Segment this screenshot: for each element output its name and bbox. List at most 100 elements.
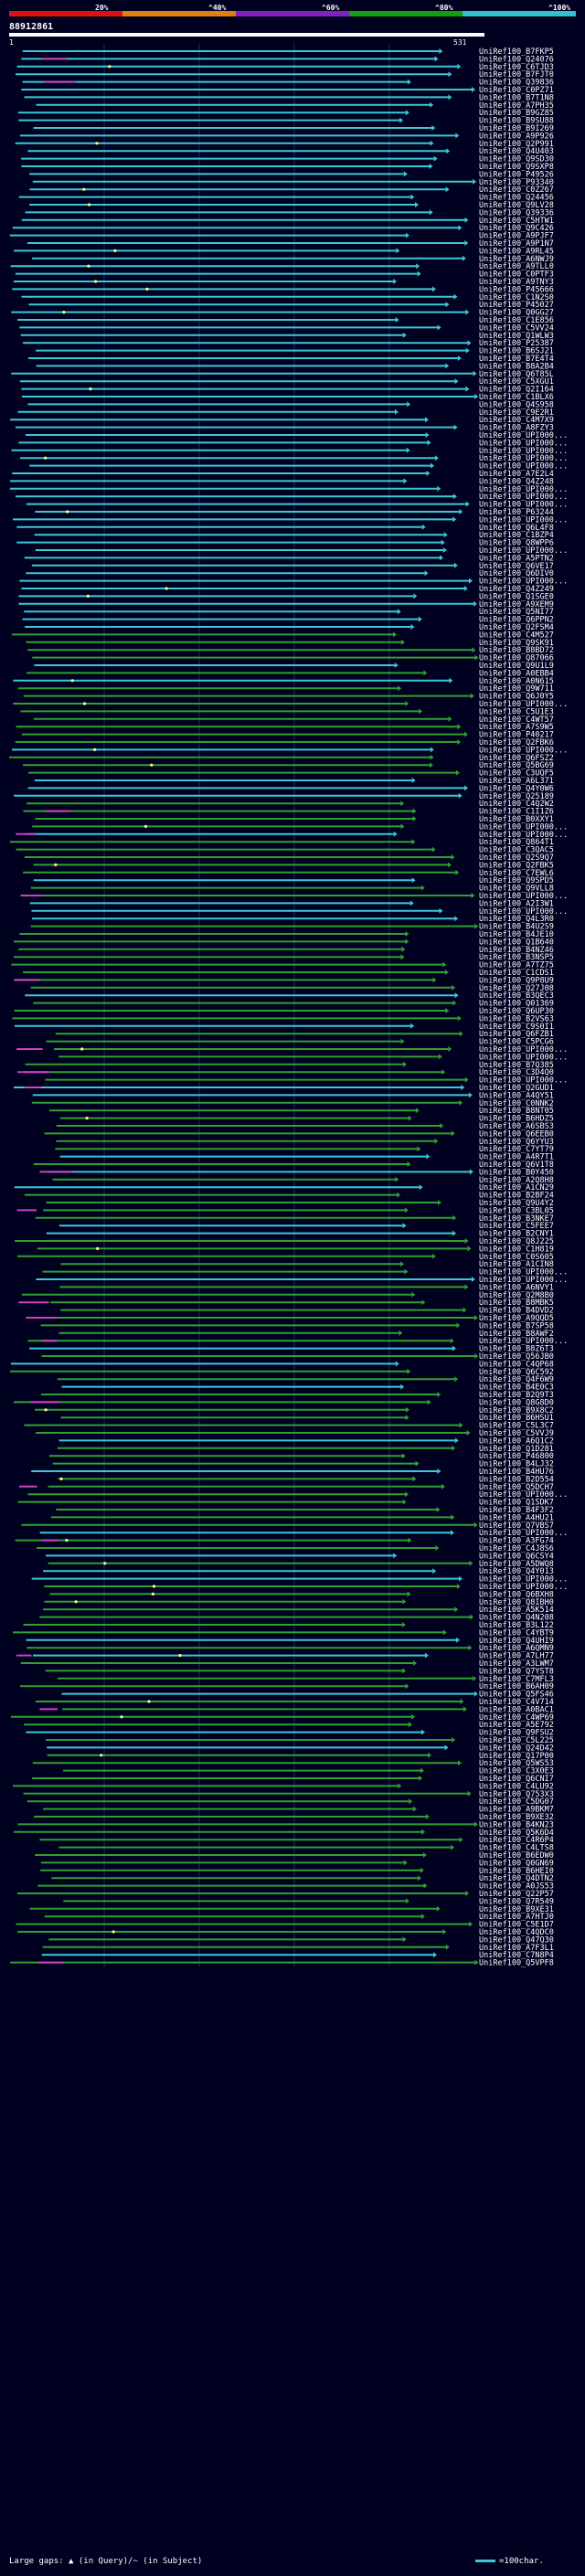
hit-arrow [454,916,459,922]
hit-label: UniRef100_A7HTJ0 [479,1913,554,1922]
hit-arrow [457,63,462,69]
hit-arrow [458,1575,463,1582]
hit-label: UniRef100_C0S605 [479,1253,554,1262]
hit-arrow [448,1046,452,1052]
hit-arrow [407,79,411,85]
hit-label: UniRef100_UPI000... [479,501,568,510]
hit-label: UniRef100_A9TLL0 [479,262,554,271]
hit-label: UniRef100_C3QAC5 [479,846,554,855]
hit-label: UniRef100_Q9U1L9 [479,662,554,671]
hit-label: UniRef100_Q4S958 [479,400,554,409]
hit-label: UniRef100_Q9SD30 [479,155,554,164]
hit-label: UniRef100_B6SJ21 [479,347,554,356]
hit-label: UniRef100_UPI000... [479,1575,568,1585]
hit-label: UniRef100_B7T1N8 [479,93,554,102]
hit-arrow [452,1000,457,1006]
hit-arrow [400,1038,405,1044]
hit-arrow [473,1315,478,1320]
hit-arrow [431,1253,436,1259]
hit-arrow [407,1368,411,1374]
hit-arrow [441,1069,446,1076]
gap-dot [82,187,86,191]
hit-arrow [427,1399,431,1405]
hit-label: UniRef100_UPI000... [479,1490,568,1500]
gap-dot [44,1408,48,1412]
hit-arrow [404,1268,409,1275]
hit-arrow [411,839,416,845]
hit-label: UniRef100_UPI000... [479,546,568,556]
hit-label: UniRef100_UPI000... [479,578,568,587]
hit-label: UniRef100_P46800 [479,1452,554,1461]
hit-label: UniRef100_B6EDW0 [479,1851,554,1860]
hit-label: UniRef100_C1CDS1 [479,969,554,978]
hit-label: UniRef100_UPI000... [479,822,568,832]
gap-dot [93,747,97,752]
hit-label: UniRef100_Q864T1 [479,838,554,847]
hit-arrow [452,1214,457,1221]
gap-dot [103,1562,107,1565]
hit-label: UniRef100_A5K514 [479,1606,554,1615]
hit-label: UniRef100_C5XGU1 [479,377,554,387]
hit-arrow [455,769,460,776]
hit-arrow [395,1176,399,1182]
scale-label: ^60% [322,4,340,12]
hit-arrow [418,616,422,622]
hit-arrow [440,555,444,561]
hit-arrow [419,1184,423,1191]
hit-label: UniRef100_Q9SK91 [479,639,554,648]
hit-label: UniRef100_Q1SGE0 [479,592,554,601]
hit-label: UniRef100_C4WT57 [479,716,554,725]
hit-label: UniRef100_A9RL45 [479,247,554,256]
hit-arrow [405,1491,410,1498]
hit-label: UniRef100_Q1D281 [479,1445,554,1454]
hit-arrow [474,394,479,399]
hit-arrow [432,977,437,983]
hit-arrow [430,754,434,760]
hit-label: UniRef100_B6HEI0 [479,1867,554,1876]
hit-label: UniRef100_Q6CNI7 [479,1775,554,1784]
hit-label: UniRef100_B3L122 [479,1621,554,1630]
hit-label: UniRef100_P25387 [479,339,554,348]
hit-label: UniRef100_P45666 [479,285,554,294]
hit-label: UniRef100_C3X0E3 [479,1767,554,1776]
hit-arrow [430,747,434,753]
hit-label: UniRef100_C7EWL6 [479,869,554,878]
hit-label: UniRef100_UPI000... [479,431,568,440]
gap-dot [152,1585,156,1588]
hit-label: UniRef100_B4LJ32 [479,1460,554,1469]
hit-arrow [410,194,415,200]
hit-arrow [452,1345,456,1352]
hit-arrow [463,1706,467,1712]
hit-arrow [473,1821,478,1828]
hit-arrow [425,432,430,438]
hit-arrow [407,1161,411,1167]
hit-arrow [403,171,408,177]
hit-label: UniRef100_Q39836 [479,79,554,88]
hit-arrow [449,677,453,684]
hit-arrow [405,931,410,937]
hit-label: UniRef100_C3BL05 [479,1206,554,1215]
gap-dot [178,1654,182,1658]
hit-arrow [413,593,418,599]
gap-dot [80,1047,84,1051]
hit-label: UniRef100_Q4Y0W6 [479,784,554,793]
hit-label: UniRef100_B8MBK5 [479,1299,554,1308]
hit-label: UniRef100_Q17P00 [479,1752,554,1761]
gap-dot [150,763,154,767]
scale-legend: =100char. [475,2557,544,2566]
hit-arrow [402,1499,407,1505]
hit-arrow [473,1521,478,1528]
hit-arrow [403,1061,408,1067]
hit-arrow [453,293,458,300]
scale-legend-text: =100char. [499,2557,544,2566]
hit-arrow [400,1261,405,1267]
hit-label: UniRef100_B2D554 [479,1475,554,1484]
hit-label: UniRef100_Q9SXP8 [479,163,554,172]
hit-arrow [430,101,434,108]
hit-label: UniRef100_C4LU92 [479,1782,554,1791]
hit-arrow [459,1422,463,1428]
hit-label: UniRef100_A6QMN9 [479,1644,554,1653]
hit-arrow [394,663,399,668]
hit-arrow [461,1085,465,1090]
hit-arrow [444,1744,449,1751]
